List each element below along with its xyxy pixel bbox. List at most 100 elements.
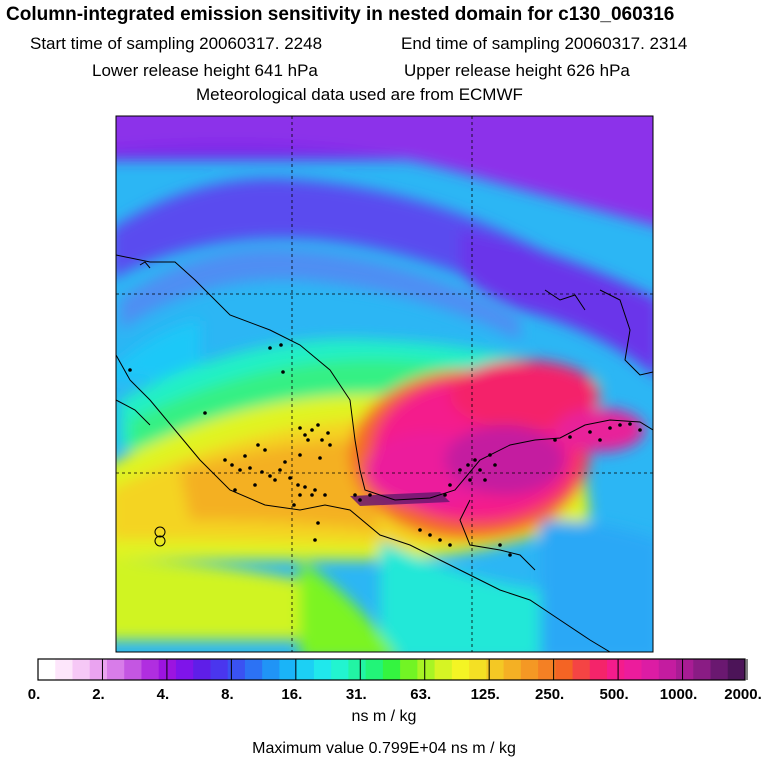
colorbar-swatch bbox=[434, 659, 453, 680]
colorbar-swatch bbox=[279, 659, 298, 680]
start-time-label: Start time of sampling 20060317. 2248 bbox=[30, 34, 323, 53]
map-dot-marker bbox=[238, 468, 242, 472]
colorbar bbox=[37, 659, 748, 680]
map-dot-marker bbox=[478, 468, 482, 472]
map-dot-marker bbox=[298, 493, 302, 497]
map-dot-marker bbox=[268, 474, 272, 478]
upper-release-label: Upper release height 626 hPa bbox=[404, 61, 630, 80]
colorbar-swatch bbox=[658, 659, 677, 680]
colorbar-swatch bbox=[624, 659, 643, 680]
map-dot-marker bbox=[313, 538, 317, 542]
map-dot-marker bbox=[288, 476, 292, 480]
map-dot-marker bbox=[310, 428, 314, 432]
colorbar-swatch bbox=[607, 659, 625, 680]
colorbar-swatch bbox=[417, 659, 436, 680]
colorbar-swatch bbox=[55, 659, 74, 680]
colorbar-swatch bbox=[348, 659, 367, 680]
map-dot-marker bbox=[368, 493, 372, 497]
map-dot-marker bbox=[303, 485, 307, 489]
map-dot-marker bbox=[493, 463, 497, 467]
map-dot-marker bbox=[358, 498, 362, 502]
colorbar-swatch bbox=[141, 659, 160, 680]
map-dot-marker bbox=[273, 478, 277, 482]
map-dot-marker bbox=[263, 448, 267, 452]
map-dot-marker bbox=[508, 553, 512, 557]
map-dot-marker bbox=[278, 468, 282, 472]
colorbar-tick-label: 1000. bbox=[659, 686, 698, 703]
colorbar-swatch bbox=[589, 659, 608, 680]
map-dot-marker bbox=[618, 423, 622, 427]
lower-release-label: Lower release height 641 hPa bbox=[92, 61, 318, 80]
colorbar-swatch bbox=[193, 659, 212, 680]
map-dot-marker bbox=[310, 493, 314, 497]
colorbar-swatch bbox=[210, 659, 229, 680]
colorbar-swatch bbox=[175, 659, 194, 680]
colorbar-swatch bbox=[693, 659, 712, 680]
map-dot-marker bbox=[243, 454, 247, 458]
colorbar-swatch bbox=[520, 659, 539, 680]
colorbar-swatch bbox=[244, 659, 263, 680]
colorbar-swatch bbox=[313, 659, 332, 680]
map-dot-marker bbox=[353, 493, 357, 497]
map-dot-marker bbox=[223, 458, 227, 462]
map-dot-marker bbox=[588, 430, 592, 434]
map-dot-marker bbox=[298, 426, 302, 430]
colorbar-tick-label: 500. bbox=[599, 686, 629, 703]
colorbar-swatch bbox=[555, 659, 574, 680]
end-time-label: End time of sampling 20060317. 2314 bbox=[401, 34, 688, 53]
colorbar-swatch bbox=[486, 659, 505, 680]
map-dot-marker bbox=[568, 435, 572, 439]
colorbar-swatch bbox=[641, 659, 660, 680]
map-dot-marker bbox=[498, 543, 502, 547]
colorbar-swatch bbox=[710, 659, 729, 680]
map-dot-marker bbox=[328, 443, 332, 447]
map-dot-marker bbox=[230, 463, 234, 467]
map-dot-marker bbox=[281, 370, 285, 374]
colorbar-tick-label: 2000. bbox=[724, 686, 762, 703]
colorbar-tick-label: 16. bbox=[281, 686, 303, 703]
colorbar-tick-label: 31. bbox=[345, 686, 367, 703]
met-data-label: Meteorological data used are from ECMWF bbox=[196, 85, 523, 104]
colorbar-swatch bbox=[262, 659, 281, 680]
map-dot-marker bbox=[283, 460, 287, 464]
map-dot-marker bbox=[598, 438, 602, 442]
map-dot-marker bbox=[279, 343, 283, 347]
colorbar-swatch bbox=[38, 659, 56, 680]
map-dot-marker bbox=[203, 411, 207, 415]
map-dot-marker bbox=[298, 453, 302, 457]
colorbar-swatch bbox=[400, 659, 418, 680]
map-title: Column-integrated emission sensitivity i… bbox=[6, 4, 675, 25]
colorbar-swatch bbox=[365, 659, 384, 680]
map-dot-marker bbox=[260, 470, 264, 474]
colorbar-tick-label: 0. bbox=[27, 686, 41, 703]
map-dot-marker bbox=[483, 478, 487, 482]
colorbar-unit-label: ns m / kg bbox=[351, 708, 417, 725]
colorbar-swatch bbox=[106, 659, 125, 680]
colorbar-swatch bbox=[158, 659, 177, 680]
colorbar-swatch bbox=[503, 659, 522, 680]
map-dot-marker bbox=[316, 521, 320, 525]
map-dot-marker bbox=[553, 438, 557, 442]
map-dot-marker bbox=[233, 488, 237, 492]
colorbar-swatch bbox=[451, 659, 470, 680]
colorbar-swatch bbox=[296, 659, 315, 680]
colorbar-swatch bbox=[124, 659, 143, 680]
map-dot-marker bbox=[303, 433, 307, 437]
map-dot-marker bbox=[418, 528, 422, 532]
map-dot-marker bbox=[468, 478, 472, 482]
map-dot-marker bbox=[473, 458, 477, 462]
colorbar-tick-label: 250. bbox=[535, 686, 565, 703]
map-dot-marker bbox=[443, 493, 447, 497]
colorbar-swatch bbox=[469, 659, 487, 680]
colorbar-swatch bbox=[227, 659, 246, 680]
map-dot-marker bbox=[628, 422, 632, 426]
map-dot-marker bbox=[438, 538, 442, 542]
maximum-value-label: Maximum value 0.799E+04 ns m / kg bbox=[252, 740, 516, 757]
colorbar-tick-label: 63. bbox=[410, 686, 432, 703]
map-dot-marker bbox=[638, 428, 642, 432]
colorbar-tick-label: 4. bbox=[156, 686, 170, 703]
map-dot-marker bbox=[608, 426, 612, 430]
colorbar-swatch bbox=[727, 659, 746, 680]
colorbar-tick-label: 8. bbox=[221, 686, 234, 703]
